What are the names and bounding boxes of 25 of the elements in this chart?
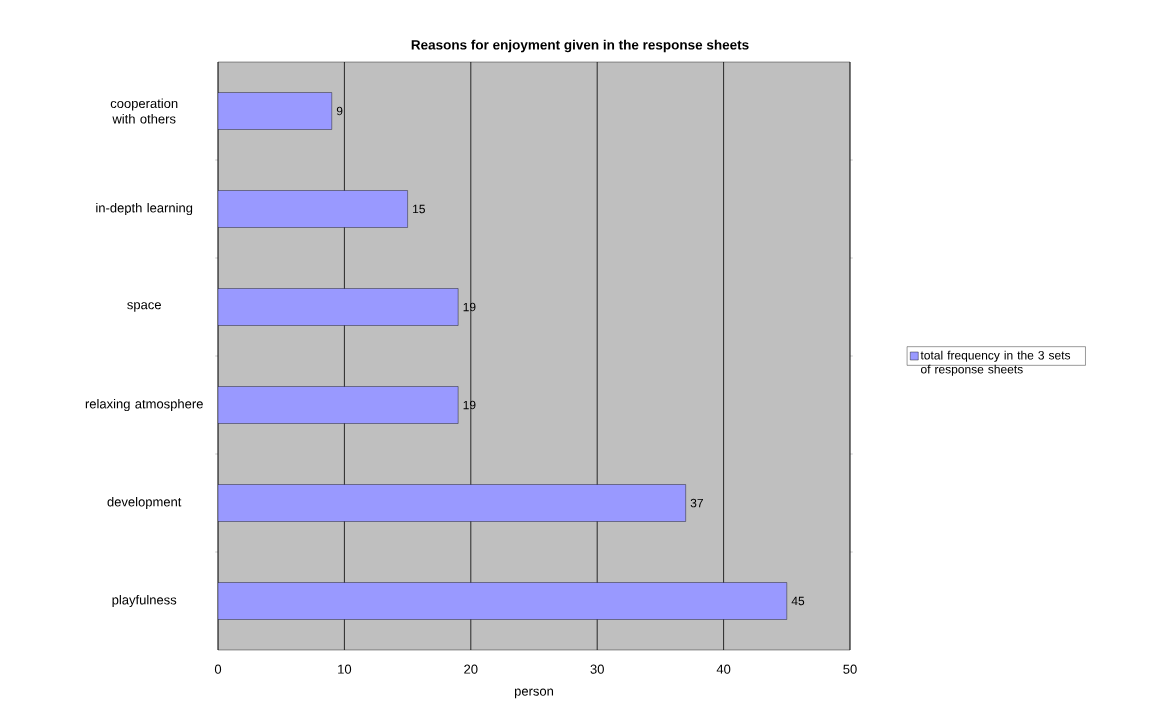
y-tick-label: space — [127, 302, 161, 312]
bar — [218, 582, 787, 620]
x-tick-label: 20 — [464, 664, 478, 674]
bar — [218, 92, 332, 130]
bar — [218, 386, 459, 424]
y-tick-label: development — [107, 496, 182, 510]
x-axis-title: person — [514, 688, 554, 699]
y-tick-label: relaxing atmosphere — [85, 398, 203, 412]
x-tick-label: 40 — [716, 664, 731, 674]
data-label: 15 — [413, 204, 425, 214]
chart-title: Reasons for enjoyment given in the response sheets — [411, 39, 749, 53]
bar — [218, 484, 686, 522]
x-tick-label: 30 — [590, 664, 604, 674]
data-label: 37 — [690, 498, 703, 508]
y-tick-label: in-depth learning — [96, 202, 193, 216]
x-tick-label: 10 — [338, 664, 352, 674]
x-tick-label: 50 — [843, 664, 857, 674]
y-tick-label: cooperation with others — [110, 98, 178, 124]
bar — [218, 288, 459, 326]
x-tick-label: 0 — [214, 664, 222, 674]
legend-label: total frequency in the 3 sets of response sheets — [920, 350, 1071, 376]
data-label: 9 — [336, 106, 343, 116]
data-label: 45 — [791, 596, 805, 606]
y-tick-label: playfulness — [112, 594, 177, 608]
bar — [218, 190, 408, 228]
